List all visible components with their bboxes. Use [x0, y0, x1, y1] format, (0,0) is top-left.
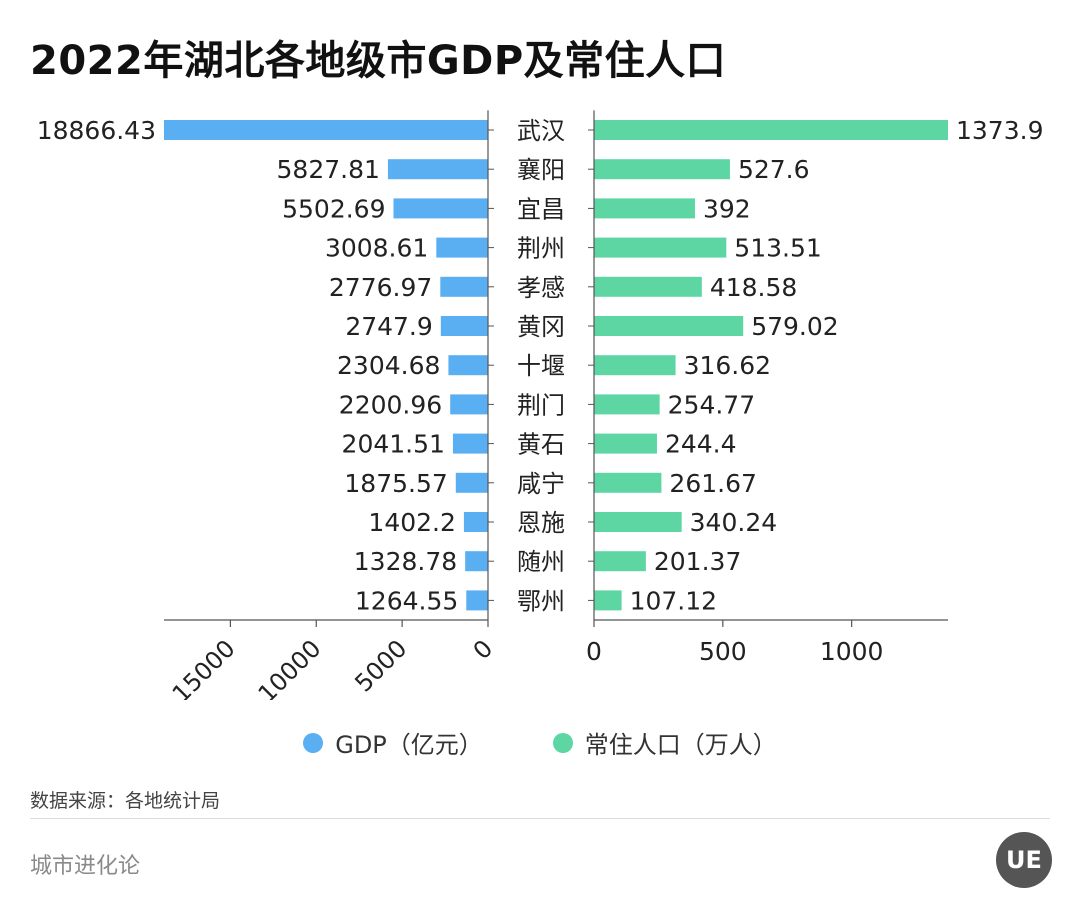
gdp-value-label: 2041.51: [342, 430, 445, 459]
gdp-value-label: 1875.57: [344, 469, 447, 498]
category-label: 恩施: [517, 509, 565, 537]
population-axis-tick-label: 500: [699, 637, 747, 666]
population-value-label: 244.4: [665, 430, 737, 459]
population-bar: [594, 276, 702, 297]
population-bar: [594, 316, 744, 336]
gdp-axis-tick-label: 10000: [253, 634, 327, 700]
gdp-value-label: 18866.43: [37, 116, 156, 145]
gdp-value-label: 2747.9: [345, 312, 432, 341]
population-bar: [594, 237, 727, 258]
gdp-value-label: 2776.97: [329, 273, 432, 302]
gdp-value-label: 3008.61: [325, 234, 428, 263]
population-bar: [594, 512, 682, 532]
population-value-label: 579.02: [751, 312, 838, 341]
population-axis-tick-label: 1000: [820, 637, 884, 666]
category-label: 宜昌: [517, 195, 565, 223]
gdp-bar: [387, 159, 488, 180]
brand-logo-icon: UE: [996, 832, 1052, 888]
gdp-bar: [450, 394, 488, 415]
population-bar: [594, 120, 948, 140]
gdp-value-label: 5827.81: [277, 155, 380, 184]
gdp-value-label: 1264.55: [355, 586, 458, 615]
population-value-label: 1373.9: [956, 116, 1043, 145]
gdp-bar: [440, 316, 488, 336]
population-value-label: 340.24: [690, 508, 777, 537]
gdp-bar: [164, 120, 488, 140]
population-bar: [594, 433, 657, 454]
gdp-bar: [466, 590, 488, 611]
category-label: 襄阳: [517, 156, 565, 184]
population-value-label: 392: [703, 194, 751, 223]
category-label: 十堰: [517, 352, 565, 380]
gdp-value-label: 1328.78: [354, 547, 457, 576]
population-value-label: 254.77: [668, 390, 755, 419]
brand-name: 城市进化论: [30, 854, 141, 879]
gdp-legend-label: GDP（亿元）: [335, 731, 483, 759]
population-value-label: 316.62: [684, 351, 771, 380]
category-label: 荆门: [517, 391, 565, 419]
back-to-back-bar-chart: 18866.43 5827.81 5502.69 3008.61 2776.97 2747…: [37, 110, 1043, 700]
gdp-axis-tick-label: 15000: [167, 634, 241, 700]
footer-divider: [30, 818, 1050, 819]
chart-title: 2022年湖北各地级市GDP及常住人口: [30, 38, 727, 84]
population-bar: [594, 472, 662, 493]
data-source-note: 数据来源：各地统计局: [30, 790, 221, 812]
category-label: 随州: [517, 548, 565, 576]
population-bar: [594, 355, 676, 376]
category-label: 黄石: [517, 431, 565, 459]
gdp-bar: [440, 276, 488, 297]
population-legend-label: 常住人口（万人）: [584, 731, 777, 759]
population-bar: [594, 159, 730, 180]
gdp-bar: [452, 433, 488, 454]
gdp-bar: [393, 198, 488, 219]
population-series: 1373.9 527.6 392 513.51 418.58 579.02 316.62 25…: [594, 116, 1043, 615]
population-value-label: 261.67: [669, 469, 756, 498]
legend-item-population[interactable]: 常住人口（万人）: [552, 725, 777, 760]
population-value-label: 201.37: [654, 547, 741, 576]
gdp-legend-marker: [303, 732, 324, 753]
category-label: 武汉: [517, 117, 565, 145]
population-bar: [594, 551, 646, 572]
gdp-bar: [436, 237, 488, 258]
gdp-bar: [463, 512, 488, 532]
population-axis-tick-label: 0: [586, 637, 602, 666]
population-bar: [594, 198, 696, 219]
population-value-label: 513.51: [734, 234, 821, 263]
category-label: 荆州: [517, 235, 565, 263]
population-bar: [594, 590, 622, 611]
gdp-value-label: 1402.2: [368, 508, 455, 537]
legend: GDP（亿元） 常住人口（万人）: [0, 725, 1080, 760]
legend-item-gdp[interactable]: GDP（亿元）: [303, 725, 483, 760]
population-value-label: 527.6: [738, 155, 810, 184]
category-label: 鄂州: [517, 587, 565, 615]
gdp-value-label: 2304.68: [337, 351, 440, 380]
population-value-label: 107.12: [630, 586, 717, 615]
population-legend-marker: [552, 732, 573, 753]
gdp-series: 18866.43 5827.81 5502.69 3008.61 2776.97 2747…: [37, 116, 488, 615]
gdp-bar: [448, 355, 488, 376]
gdp-value-label: 2200.96: [339, 390, 442, 419]
gdp-value-label: 5502.69: [282, 194, 385, 223]
gdp-axis-tick-label: 0: [468, 634, 499, 665]
category-label: 咸宁: [517, 470, 565, 498]
gdp-bar: [465, 551, 488, 572]
population-bar: [594, 394, 660, 415]
category-label: 孝感: [517, 274, 565, 302]
population-value-label: 418.58: [710, 273, 797, 302]
gdp-axis-tick-label: 5000: [349, 634, 412, 697]
category-label: 黄冈: [517, 313, 565, 341]
gdp-bar: [455, 472, 488, 493]
